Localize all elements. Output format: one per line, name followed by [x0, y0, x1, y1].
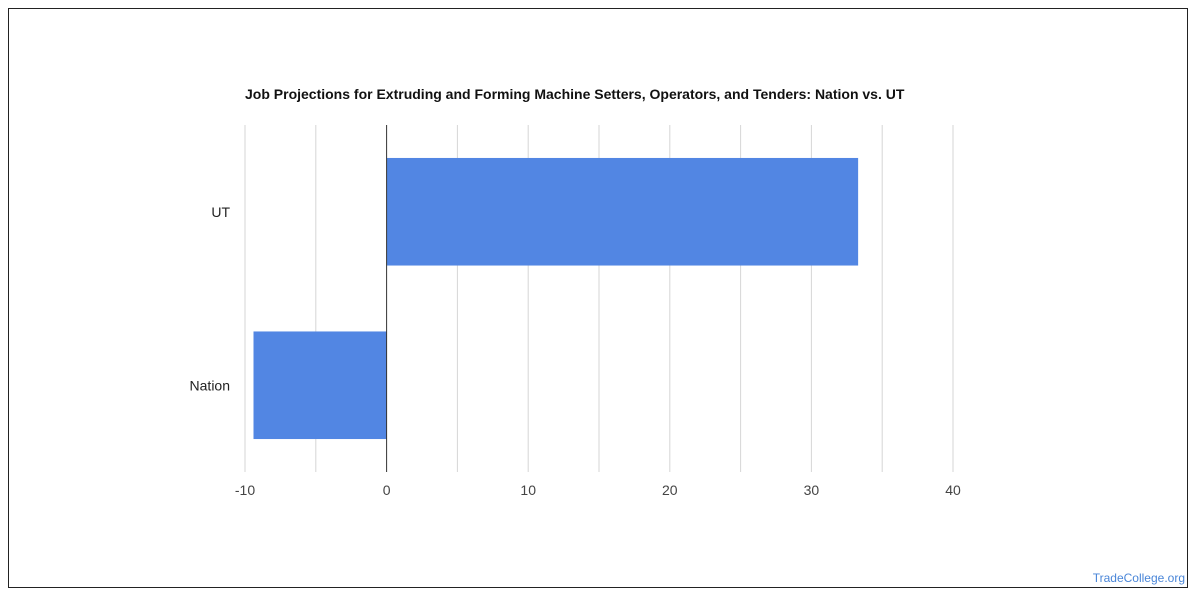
chart-frame	[8, 8, 1188, 588]
bar-nation	[253, 331, 387, 440]
x-tick-label: 0	[383, 482, 391, 498]
axis-labels: UT Nation -10 0 10 20 30 40	[190, 204, 961, 498]
chart-title: Job Projections for Extruding and Formin…	[245, 86, 905, 102]
x-tick-label: 20	[662, 482, 678, 498]
x-tick-label: 30	[804, 482, 820, 498]
watermark: TradeCollege.org	[1092, 571, 1185, 585]
category-label: Nation	[190, 377, 230, 393]
x-tick-label: -10	[235, 482, 255, 498]
x-tick-label: 40	[945, 482, 961, 498]
x-tick-label: 10	[520, 482, 536, 498]
bar-ut	[386, 157, 859, 266]
category-label: UT	[211, 204, 230, 220]
bars	[253, 157, 859, 440]
